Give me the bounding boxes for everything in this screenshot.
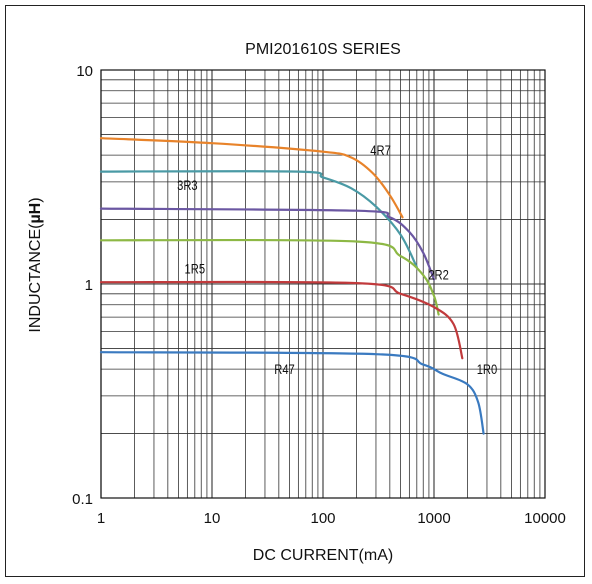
x-tick-label: 100	[310, 510, 335, 527]
y-tick-label: 10	[76, 63, 93, 80]
curve-label-2r2: 2R2	[428, 267, 449, 282]
curve-labels: 4R7 3R3 2R2 1R5 1R0 R47	[177, 143, 497, 377]
grid-lines	[100, 70, 545, 499]
x-tick-label: 1	[97, 510, 105, 527]
y-axis-label: INDUCTANCE(µH)	[27, 197, 44, 332]
series-line-4r7	[99, 137, 404, 219]
series-line-2r2	[99, 207, 436, 281]
x-tick-label: 10000	[524, 510, 566, 527]
series-lines	[99, 137, 485, 435]
x-tick-label: 10	[204, 510, 221, 527]
plot-border	[100, 69, 546, 499]
y-tick-label: 1	[85, 277, 93, 294]
series-line-r47	[99, 351, 485, 435]
curve-label-1r0: 1R0	[477, 362, 498, 377]
series-line-1r5	[99, 238, 440, 316]
curve-label-r47: R47	[274, 362, 295, 377]
chart-frame	[5, 5, 585, 577]
y-tick-label: 0.1	[72, 491, 93, 508]
x-axis-label: DC CURRENT(mA)	[253, 547, 393, 564]
series-line-1r0	[99, 280, 464, 360]
y-axis-label-suffix: )	[27, 197, 44, 202]
curve-label-1r5: 1R5	[185, 261, 206, 276]
curve-label-3r3: 3R3	[177, 178, 198, 193]
y-axis-label-unit: µH	[27, 203, 44, 224]
series-line-3r3	[99, 170, 418, 269]
curve-label-4r7: 4R7	[370, 143, 391, 158]
chart-title: PMI201610S SERIES	[245, 41, 401, 58]
x-tick-label: 1000	[417, 510, 450, 527]
y-axis-label-prefix: INDUCTANCE(	[27, 223, 44, 333]
